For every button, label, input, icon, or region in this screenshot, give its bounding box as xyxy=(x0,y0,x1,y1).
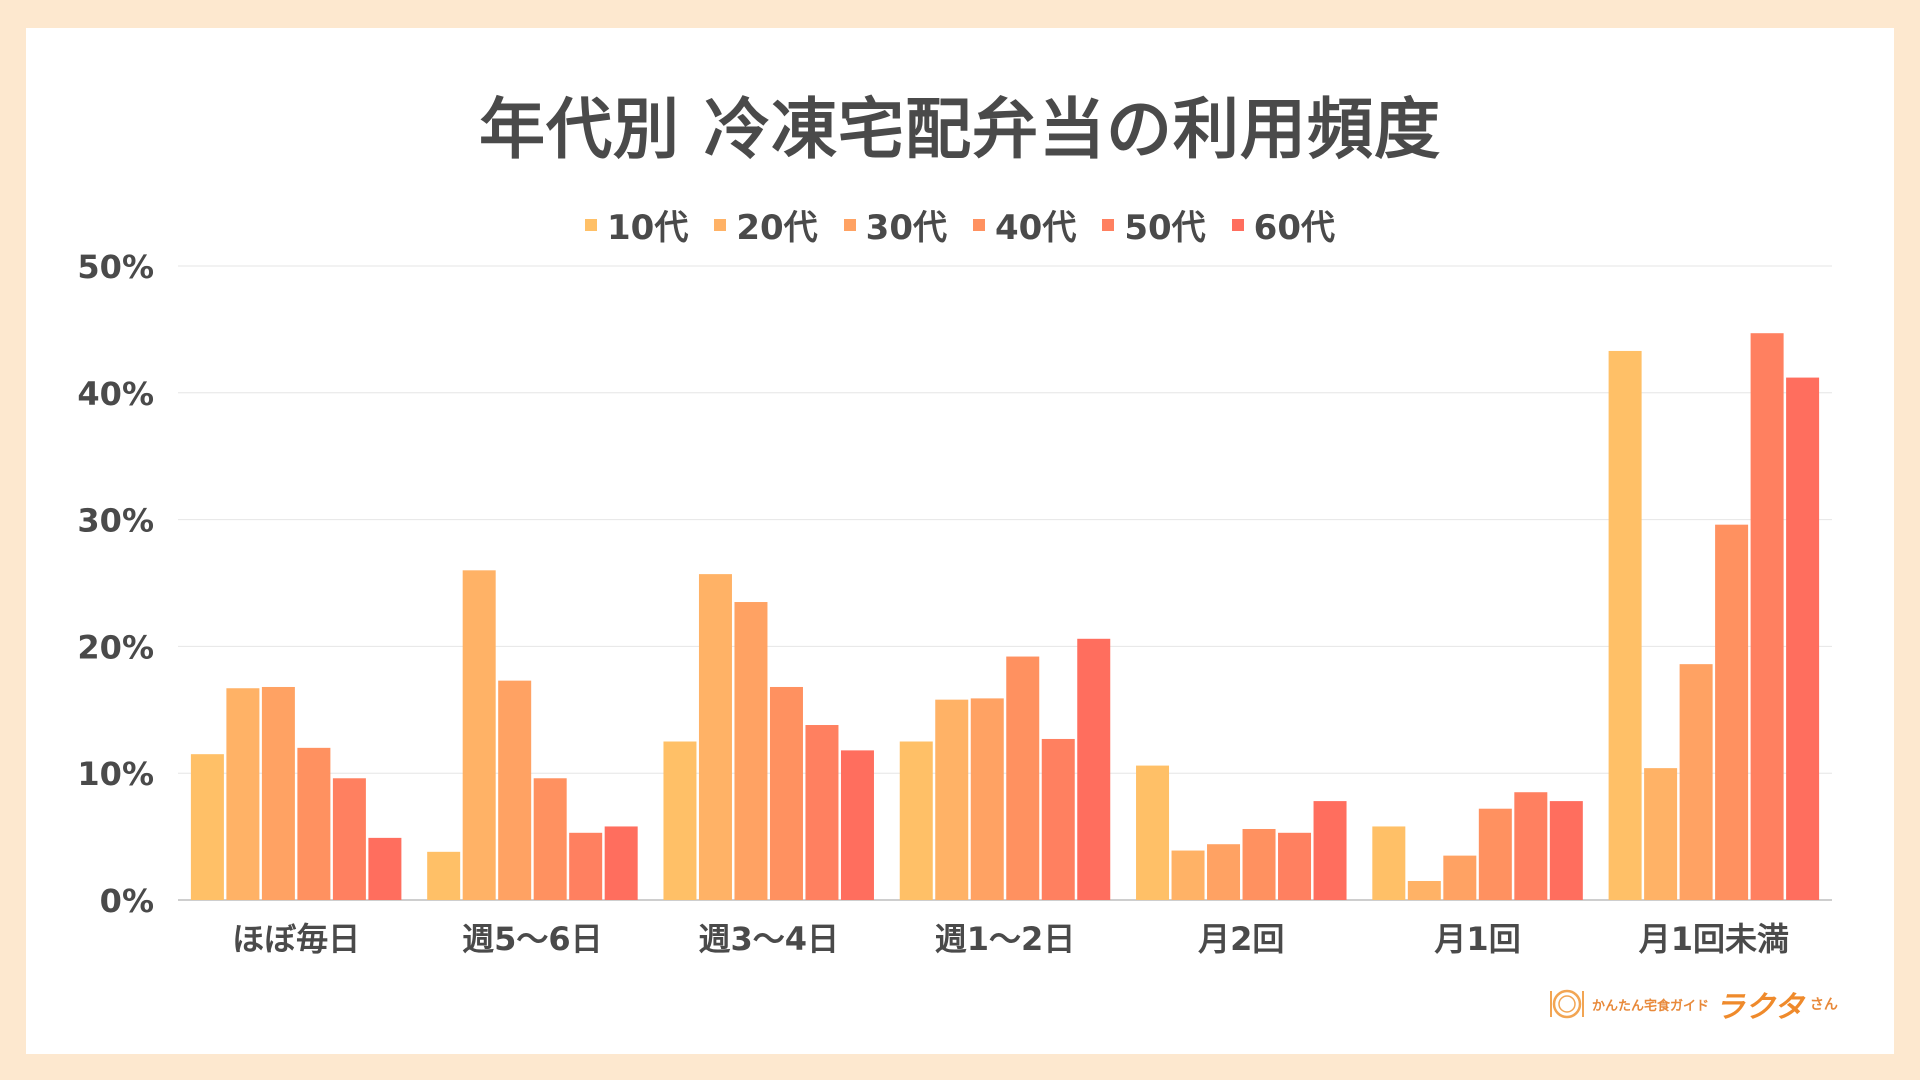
bar xyxy=(569,832,603,900)
bar xyxy=(190,754,224,900)
bar xyxy=(1041,738,1075,900)
legend-swatch xyxy=(973,218,985,231)
bar xyxy=(498,680,532,900)
bar xyxy=(1786,377,1820,901)
x-tick-label: 月1回 xyxy=(1434,920,1520,958)
bar xyxy=(297,747,331,900)
bar xyxy=(1242,828,1276,900)
bar xyxy=(899,741,933,900)
bar xyxy=(533,778,567,900)
legend-item: 40代 xyxy=(973,200,1076,249)
legend-label: 30代 xyxy=(865,208,947,248)
chart-legend: 10代 20代 30代 40代 50代 60代 xyxy=(0,200,1920,249)
legend-label: 60代 xyxy=(1253,208,1335,248)
bar xyxy=(734,602,768,900)
y-tick-label: 10% xyxy=(77,755,154,793)
logo-subtitle: かんたん宅食ガイド xyxy=(1592,998,1710,1014)
bar xyxy=(1514,792,1548,900)
bar xyxy=(1549,801,1583,900)
x-tick-label: 週1〜2日 xyxy=(935,920,1076,958)
bar xyxy=(1171,850,1205,900)
x-tick-label: 週5〜6日 xyxy=(462,920,603,958)
bar xyxy=(261,686,295,900)
bar xyxy=(1478,808,1512,900)
y-tick-label: 40% xyxy=(77,375,154,413)
legend-label: 50代 xyxy=(1124,208,1206,248)
bar xyxy=(604,826,638,900)
bar xyxy=(1679,664,1713,900)
legend-label: 20代 xyxy=(736,208,818,248)
y-tick-label: 20% xyxy=(77,628,154,666)
bar xyxy=(1372,826,1406,900)
legend-swatch xyxy=(714,218,727,231)
bar xyxy=(1407,880,1441,900)
bar xyxy=(226,688,260,900)
bar xyxy=(1443,855,1477,900)
bar xyxy=(698,574,732,900)
bar xyxy=(1715,524,1749,900)
x-tick-label: 月2回 xyxy=(1198,920,1284,958)
bar xyxy=(1077,638,1111,900)
plate-cutlery-icon xyxy=(1550,989,1584,1019)
brand-logo: かんたん宅食ガイド ラクタ さん xyxy=(1548,982,1838,1026)
bar xyxy=(663,741,697,900)
bar xyxy=(427,851,461,900)
legend-label: 40代 xyxy=(995,208,1077,248)
bar xyxy=(769,686,803,900)
legend-item: 30代 xyxy=(843,200,947,249)
x-tick-label: 週3〜4日 xyxy=(698,920,839,958)
bar xyxy=(805,725,839,900)
legend-swatch xyxy=(1231,218,1244,231)
bar xyxy=(1207,844,1241,900)
y-tick-label: 30% xyxy=(77,502,154,540)
legend-swatch xyxy=(843,218,856,231)
bar xyxy=(1313,801,1347,900)
chart-title: 年代別 冷凍宅配弁当の利用頻度 xyxy=(479,91,1441,168)
y-tick-label: 50% xyxy=(77,248,154,286)
bar xyxy=(1608,350,1642,900)
legend-swatch xyxy=(1102,218,1115,231)
legend-item: 10代 xyxy=(585,200,688,249)
legend-item: 60代 xyxy=(1231,200,1335,249)
bar xyxy=(462,570,496,900)
legend-item: 20代 xyxy=(714,200,818,249)
legend-label: 10代 xyxy=(607,208,689,248)
logo-suffix: さん xyxy=(1809,997,1838,1013)
bar xyxy=(1278,832,1312,900)
bar xyxy=(840,750,874,900)
legend-item: 50代 xyxy=(1102,200,1206,249)
bar xyxy=(368,837,402,900)
logo-name: ラクタ xyxy=(1715,990,1804,1025)
bar xyxy=(970,698,1004,900)
bar xyxy=(332,778,366,900)
legend-swatch xyxy=(585,218,598,231)
bar xyxy=(1750,333,1784,901)
x-tick-label: ほぼ毎日 xyxy=(232,920,360,958)
x-tick-label: 月1回未満 xyxy=(1639,920,1789,958)
bar xyxy=(1006,656,1040,900)
bar xyxy=(1136,765,1170,900)
bar xyxy=(1644,768,1678,900)
y-tick-label: 0% xyxy=(100,882,154,920)
bar xyxy=(935,699,969,900)
